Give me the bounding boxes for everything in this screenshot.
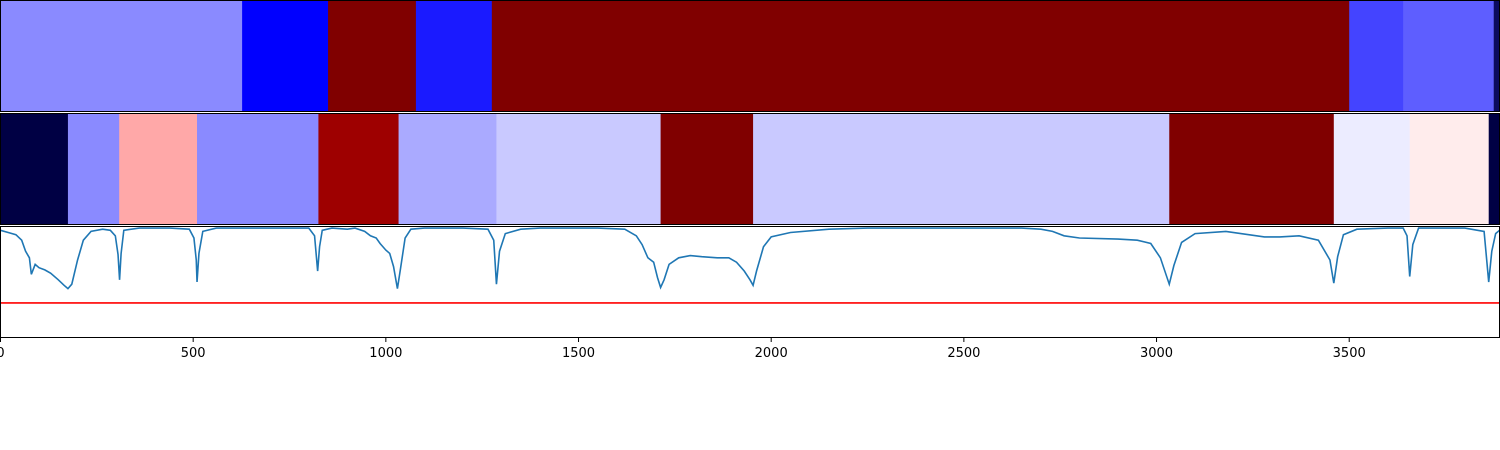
middle-strip-segment-3: [197, 114, 319, 224]
top-strip-segment-0: [1, 1, 243, 111]
x-tick-label-500: 500: [181, 346, 206, 361]
middle-strip-segment-10: [1334, 114, 1410, 224]
top-strip-segment-4: [492, 1, 1350, 111]
top-strip-segment-3: [416, 1, 492, 111]
middle-color-strip: [1, 114, 1500, 224]
x-tick-label-3500: 3500: [1333, 346, 1366, 361]
middle-strip-segment-4: [318, 114, 399, 224]
x-axis: 0 500 1000 1500 2000 2500 3000 3500: [0, 338, 1366, 361]
middle-strip-segment-7: [661, 114, 754, 224]
line-plot-background: [1, 227, 1500, 338]
top-color-strip: [1, 1, 1500, 111]
top-strip-segment-1: [242, 1, 328, 111]
line-plot-panel: [1, 227, 1500, 338]
x-tick-label-0: 0: [0, 346, 5, 361]
x-tick-label-1000: 1000: [369, 346, 402, 361]
top-strip-segment-5: [1349, 1, 1403, 111]
top-strip-segment-2: [328, 1, 416, 111]
top-strip-segment-6: [1403, 1, 1494, 111]
middle-strip-segment-1: [68, 114, 120, 224]
x-tick-label-1500: 1500: [562, 346, 595, 361]
middle-strip-segment-9: [1169, 114, 1334, 224]
x-tick-label-2000: 2000: [755, 346, 788, 361]
x-tick-label-2500: 2500: [947, 346, 980, 361]
middle-strip-segment-8: [753, 114, 1170, 224]
middle-strip-segment-6: [496, 114, 661, 224]
middle-strip-segment-5: [399, 114, 497, 224]
middle-strip-segment-11: [1410, 114, 1489, 224]
middle-strip-segment-0: [1, 114, 69, 224]
middle-strip-segment-12: [1489, 114, 1500, 224]
middle-strip-segment-2: [119, 114, 197, 224]
x-tick-label-3000: 3000: [1140, 346, 1173, 361]
